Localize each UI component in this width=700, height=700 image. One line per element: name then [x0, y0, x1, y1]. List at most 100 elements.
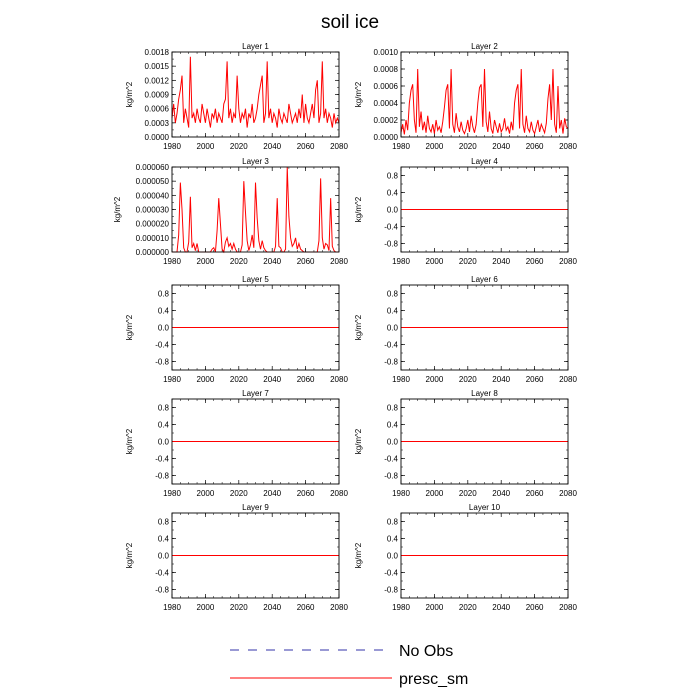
y-tick-label: 0.0000: [374, 133, 399, 142]
x-tick-label: 1980: [392, 489, 410, 498]
y-tick-label: 0.4: [158, 307, 170, 316]
x-tick-label: 2020: [230, 142, 248, 151]
panel-title: Layer 9: [242, 503, 269, 512]
x-tick-label: 2000: [426, 375, 444, 384]
y-tick-label: -0.4: [155, 341, 169, 350]
y-tick-label: 0.000060: [136, 163, 170, 172]
y-tick-label: -0.4: [384, 341, 398, 350]
figure-title: soil ice: [321, 12, 379, 33]
chart-panel-layer-1: Layer 1 kg/m^2 1980 2000 2020 2040 2060 2080 0.0…: [125, 42, 348, 151]
x-tick-label: 2040: [492, 603, 510, 612]
y-tick-label: -0.8: [384, 358, 398, 367]
y-tick-label: 0.000000: [136, 248, 170, 257]
x-tick-label: 2060: [297, 489, 315, 498]
x-tick-label: 2040: [263, 257, 281, 266]
x-tick-label: 1980: [163, 142, 181, 151]
x-tick-label: 2060: [526, 489, 544, 498]
panel-grid: Layer 1 kg/m^2 1980 2000 2020 2040 2060 2080 0.0…: [113, 42, 577, 612]
y-tick-label: 0.0006: [145, 105, 170, 114]
y-tick-label: 0.0000: [145, 133, 170, 142]
y-tick-label: 0.8: [387, 172, 399, 181]
x-tick-label: 2040: [492, 257, 510, 266]
chart-panel-layer-6: Layer 6 kg/m^2 1980 2000 2020 2040 2060 2080 -0.…: [354, 275, 577, 384]
y-tick-label: 0.4: [387, 421, 399, 430]
y-tick-label: 0.4: [158, 421, 170, 430]
y-tick-label: 0.0009: [145, 91, 170, 100]
plot-frame: [400, 512, 569, 599]
y-tick-label: -0.4: [384, 569, 398, 578]
x-tick-label: 1980: [163, 489, 181, 498]
x-tick-label: 2060: [526, 375, 544, 384]
x-tick-label: 2060: [526, 142, 544, 151]
panel-title: Layer 3: [242, 157, 269, 166]
chart-panel-layer-4: Layer 4 kg/m^2 1980 2000 2020 2040 2060 2080 -0.…: [354, 157, 577, 266]
y-tick-label: 0.000030: [136, 206, 170, 215]
y-tick-label: 0.0003: [145, 119, 170, 128]
x-tick-label: 2020: [459, 603, 477, 612]
x-tick-label: 2020: [459, 489, 477, 498]
chart-panel-layer-3: Layer 3 kg/m^2 1980 2000 2020 2040 2060 2080 0.0…: [113, 157, 348, 266]
panel-title: Layer 10: [469, 503, 501, 512]
y-tick-label: 0.0: [387, 206, 399, 215]
x-tick-label: 2000: [197, 142, 215, 151]
x-tick-label: 2040: [492, 375, 510, 384]
y-axis-label: kg/m^2: [125, 428, 134, 454]
x-tick-label: 2000: [426, 603, 444, 612]
legend-label: No Obs: [399, 643, 453, 660]
plot-frame: [171, 398, 340, 485]
x-tick-label: 2000: [426, 142, 444, 151]
y-tick-label: 0.8: [387, 290, 399, 299]
x-tick-label: 2080: [330, 142, 348, 151]
y-tick-label: 0.0: [387, 552, 399, 561]
y-axis-label: kg/m^2: [354, 542, 363, 568]
y-tick-label: -0.8: [384, 472, 398, 481]
x-tick-label: 2040: [263, 489, 281, 498]
x-tick-label: 2000: [197, 603, 215, 612]
chart-panel-layer-9: Layer 9 kg/m^2 1980 2000 2020 2040 2060 2080 -0.…: [125, 503, 348, 612]
y-tick-label: 0.0: [387, 324, 399, 333]
x-tick-label: 2060: [297, 257, 315, 266]
x-tick-label: 2020: [459, 257, 477, 266]
x-tick-label: 2040: [263, 603, 281, 612]
x-tick-label: 1980: [163, 375, 181, 384]
x-tick-label: 2040: [263, 142, 281, 151]
y-tick-label: 0.0: [158, 324, 170, 333]
y-tick-label: 0.8: [158, 518, 170, 527]
x-tick-label: 2000: [426, 489, 444, 498]
y-tick-label: 0.4: [387, 307, 399, 316]
y-tick-label: 0.0015: [145, 62, 170, 71]
legend-label: presc_sm: [399, 671, 468, 688]
y-axis-label: kg/m^2: [354, 428, 363, 454]
plot-frame: [171, 512, 340, 599]
x-tick-label: 2020: [459, 142, 477, 151]
y-tick-label: -0.8: [155, 586, 169, 595]
y-tick-label: -0.4: [384, 223, 398, 232]
x-tick-label: 2060: [297, 603, 315, 612]
x-tick-label: 2080: [330, 489, 348, 498]
y-tick-label: -0.8: [384, 586, 398, 595]
y-tick-label: 0.0018: [145, 48, 170, 57]
x-tick-label: 2020: [459, 375, 477, 384]
x-tick-label: 2020: [230, 489, 248, 498]
y-tick-label: 0.8: [387, 518, 399, 527]
panel-title: Layer 7: [242, 389, 269, 398]
plot-frame: [171, 166, 340, 253]
plot-frame: [171, 284, 340, 371]
y-tick-label: 0.000050: [136, 177, 170, 186]
y-axis-label: kg/m^2: [113, 196, 122, 222]
x-tick-label: 2080: [330, 603, 348, 612]
y-tick-label: -0.4: [155, 455, 169, 464]
y-tick-label: 0.000020: [136, 220, 170, 229]
x-tick-label: 2080: [559, 142, 577, 151]
x-tick-label: 2080: [559, 257, 577, 266]
x-tick-label: 2060: [526, 257, 544, 266]
panel-title: Layer 6: [471, 275, 498, 284]
plot-frame: [400, 284, 569, 371]
plot-frame: [400, 166, 569, 253]
x-tick-label: 2080: [559, 489, 577, 498]
x-tick-label: 2000: [197, 375, 215, 384]
legend: No Obs presc_sm: [230, 643, 468, 688]
x-tick-label: 2000: [426, 257, 444, 266]
y-tick-label: 0.8: [158, 404, 170, 413]
x-tick-label: 2040: [263, 375, 281, 384]
